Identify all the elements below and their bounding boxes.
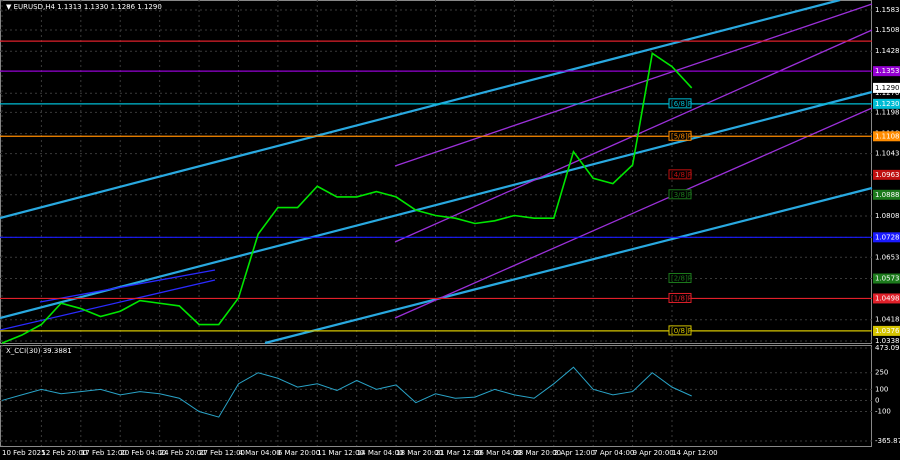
price-line — [1, 51, 693, 344]
channel-line — [264, 186, 873, 345]
level-price-box — [873, 66, 900, 77]
level-price-box — [873, 325, 900, 336]
level-tag: [3/8]P — [671, 191, 692, 199]
x-tick-label: 14 Mar 04:00 — [357, 449, 404, 457]
level-price-box — [873, 131, 900, 142]
channel-line — [0, 0, 841, 220]
level-tag-box — [668, 98, 692, 109]
y-tick-label: 1.0418 — [875, 316, 900, 324]
level-tag: [6/8]P — [671, 100, 692, 108]
level-price-box — [873, 232, 900, 243]
level-tag-box — [668, 273, 692, 284]
channel-line — [39, 269, 216, 303]
x-tick-label: 2 Apr 12:00 — [554, 449, 595, 457]
y-tick-label: 0 — [875, 396, 879, 404]
level-tag-box — [668, 325, 692, 336]
x-tick-label: 7 Apr 04:00 — [593, 449, 634, 457]
level-tag-box — [668, 189, 692, 200]
level-price-label: 1.0888 — [875, 191, 900, 199]
x-tick-label: 28 Mar 20:00 — [514, 449, 561, 457]
level-price-label: 1.0573 — [875, 275, 900, 283]
level-price-box — [873, 189, 900, 200]
chart-title: ▼ EURUSD,H4 1.1313 1.1330 1.1286 1.1290 — [6, 3, 162, 11]
y-tick-label: 473.0924 — [875, 344, 900, 352]
x-tick-label: 24 Feb 20:00 — [160, 449, 206, 457]
level-tag-box — [668, 130, 692, 141]
y-tick-label: 1.1043 — [875, 150, 900, 158]
x-tick-label: 11 Mar 12:00 — [317, 449, 364, 457]
y-tick-label: 1.0338 — [875, 337, 900, 345]
x-tick-label: 6 Mar 20:00 — [278, 449, 320, 457]
level-tag: [1/8]P — [671, 294, 692, 302]
x-tick-label: 9 Apr 20:00 — [633, 449, 674, 457]
level-price-label: 1.1353 — [875, 67, 900, 75]
y-tick-label: 1.1198 — [875, 108, 900, 116]
level-price-box — [873, 98, 900, 109]
level-price-box — [873, 169, 900, 180]
x-tick-label: 12 Feb 20:00 — [41, 449, 87, 457]
y-tick-label: 1.1270 — [875, 89, 900, 97]
current-price-box — [873, 82, 900, 93]
cci-line — [1, 366, 692, 418]
level-tag: [4/8]P — [671, 171, 692, 179]
level-price-box — [873, 273, 900, 284]
y-tick-label: -100 — [875, 408, 891, 416]
level-tag: [5/8]P — [671, 132, 692, 140]
level-price-label: 1.0376 — [875, 327, 900, 335]
y-tick-label: 1.0653 — [875, 253, 900, 261]
channel-line — [0, 279, 216, 331]
y-tick-label: -365.8779 — [875, 437, 900, 445]
y-tick-label: 1.1428 — [875, 47, 900, 55]
x-tick-label: 20 Feb 04:00 — [120, 449, 166, 457]
regression-line — [394, 107, 873, 319]
x-tick-label: 4 Mar 04:00 — [238, 449, 280, 457]
regression-line — [394, 3, 873, 167]
channel-line — [0, 90, 873, 320]
y-tick-label: 100 — [875, 385, 888, 393]
x-tick-label: 26 Mar 04:00 — [475, 449, 522, 457]
x-tick-label: 17 Feb 12:00 — [81, 449, 127, 457]
x-tick-label: 14 Apr 12:00 — [672, 449, 718, 457]
level-tag: [0/8]P — [671, 327, 692, 335]
y-tick-label: 1.0808 — [875, 212, 900, 220]
level-price-label: 1.1230 — [875, 100, 900, 108]
level-tag: [2/8]P — [671, 275, 692, 283]
current-price-label: 1.1290 — [875, 84, 900, 92]
level-price-label: 1.0498 — [875, 294, 900, 302]
x-tick-label: 18 Mar 20:00 — [396, 449, 443, 457]
level-price-box — [873, 293, 900, 304]
x-tick-label: 21 Mar 12:00 — [436, 449, 483, 457]
y-tick-label: 1.1583 — [875, 6, 900, 14]
y-tick-label: 250 — [875, 369, 888, 377]
y-tick-label: 1.1508 — [875, 26, 900, 34]
x-tick-label: 10 Feb 2025 — [2, 449, 46, 457]
x-tick-label: 27 Feb 12:00 — [199, 449, 245, 457]
level-price-label: 1.0728 — [875, 233, 900, 241]
level-price-label: 1.1108 — [875, 132, 900, 140]
indicator-title: X_CCI(30) 39.3881 — [6, 347, 72, 355]
level-tag-box — [668, 169, 692, 180]
level-tag-box — [668, 292, 692, 303]
level-price-label: 1.0963 — [875, 171, 900, 179]
